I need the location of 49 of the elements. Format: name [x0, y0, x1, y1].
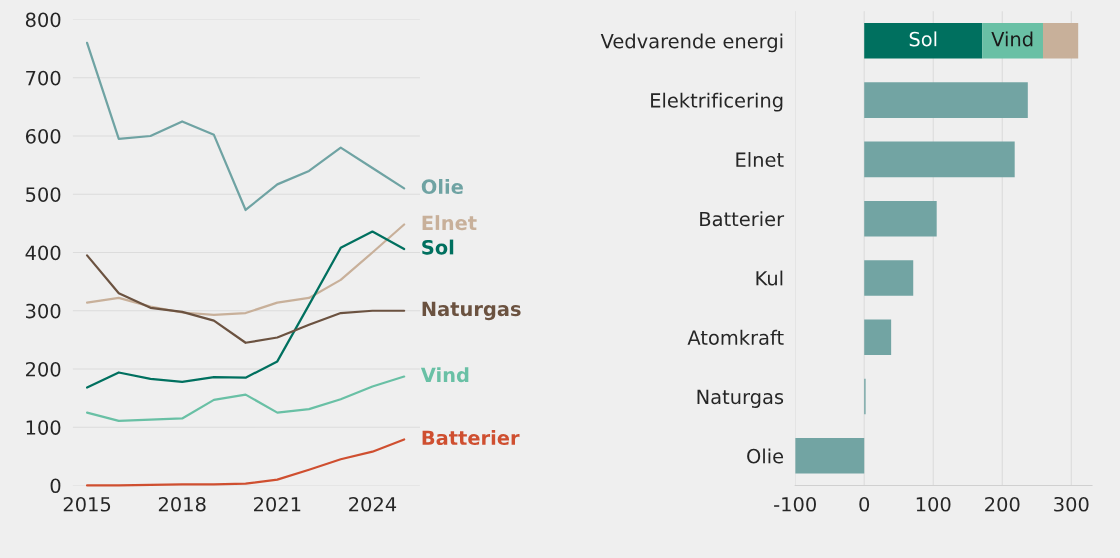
bar: [864, 200, 937, 237]
series-label: Olie: [421, 179, 463, 195]
y-tick-label: 800: [25, 12, 61, 28]
line-series: [85, 438, 406, 487]
y-tick-label: Olie: [747, 448, 784, 464]
y-tick-label: 500: [26, 187, 61, 202]
line-series: [85, 254, 406, 344]
y-tick-label: Batterier: [700, 211, 785, 227]
y-tick-label: Kul: [756, 270, 783, 286]
y-tick-label: Atomkraft: [687, 329, 784, 345]
y-tick-label: Naturgas: [697, 389, 784, 408]
line-series: [85, 41, 406, 212]
y-tick-label: Vedvarende energi: [600, 33, 783, 53]
y-tick-label: Elnet: [736, 151, 784, 168]
line-series: [85, 223, 406, 316]
series-label: Elnet: [422, 215, 477, 231]
series-label: Sol: [909, 31, 937, 47]
bar: [864, 82, 1028, 118]
bar: [864, 141, 1015, 178]
x-tick-label: 0: [859, 496, 870, 512]
bar: [982, 23, 1043, 59]
series-label: Sol: [422, 239, 454, 255]
bar: [864, 23, 983, 59]
y-tick-label: 400: [25, 245, 61, 261]
x-tick-label: 300: [1054, 496, 1089, 512]
x-tick-label: 2021: [254, 496, 301, 512]
y-tick-label: 600: [25, 128, 61, 144]
x-tick-label: 200: [985, 496, 1020, 512]
series-label: Naturgas: [422, 301, 521, 321]
bar: [795, 438, 865, 474]
x-tick-label: -100: [774, 496, 816, 512]
series-label: Vind: [991, 31, 1033, 47]
x-tick-label: 2024: [349, 496, 397, 512]
bar: [864, 319, 892, 356]
series-label: Batterier: [422, 430, 520, 446]
x-tick-label: 2018: [158, 496, 206, 512]
line-series: [85, 375, 406, 422]
y-tick-label: Elektrificering: [651, 92, 783, 112]
y-tick-label: 100: [26, 420, 61, 435]
series-label: Vind: [420, 367, 469, 383]
y-tick-label: 700: [26, 70, 61, 86]
line-series: [85, 230, 406, 389]
y-tick-label: 200: [26, 361, 61, 377]
x-tick-label: 100: [916, 496, 951, 512]
y-tick-label: 0: [50, 478, 61, 494]
bar: [1042, 23, 1079, 59]
x-tick-label: 2015: [63, 496, 111, 512]
bar: [864, 260, 914, 296]
y-tick-label: 300: [26, 303, 61, 319]
